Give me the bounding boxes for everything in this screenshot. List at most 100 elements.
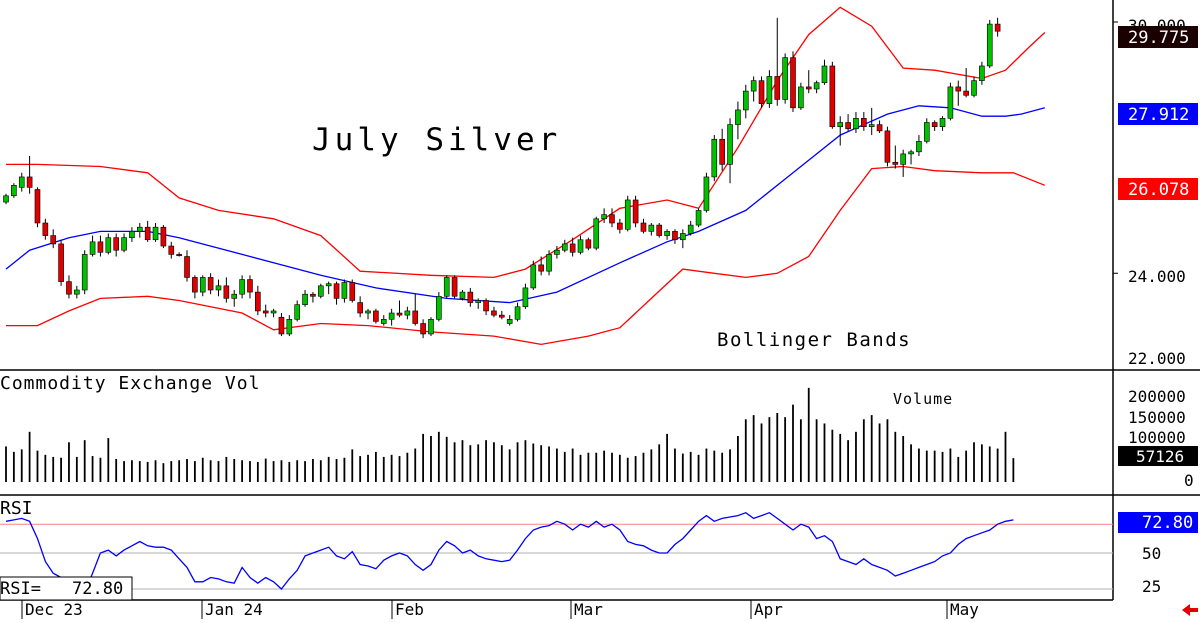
price-candle — [58, 239, 64, 286]
candle-body — [404, 310, 411, 316]
price-candle — [160, 225, 167, 249]
price-candle — [215, 279, 222, 297]
price-candle — [727, 118, 733, 184]
price-candle — [365, 308, 371, 320]
price-candle — [89, 235, 96, 257]
price-candle — [672, 229, 678, 244]
price-candle — [876, 120, 883, 133]
price-candle — [278, 313, 285, 337]
candle-body — [325, 283, 332, 287]
candle-body — [617, 222, 623, 230]
price-candle — [805, 70, 812, 94]
candle-body — [436, 295, 442, 320]
price-candle — [735, 101, 741, 140]
candle-body — [18, 176, 25, 188]
price-candle — [813, 80, 820, 94]
price-candle — [168, 241, 175, 259]
left-arrow-icon[interactable] — [1182, 604, 1198, 616]
price-candle — [199, 275, 206, 297]
candle-body — [341, 282, 348, 299]
candle-body — [50, 235, 57, 245]
candle-body — [947, 86, 954, 119]
candle-body — [11, 185, 17, 197]
candle-body — [255, 291, 261, 312]
price-candle — [349, 279, 356, 303]
upper-bollinger-band — [6, 6, 1046, 279]
price-candle — [11, 183, 17, 198]
price-candle — [750, 76, 757, 102]
candle-body — [986, 23, 993, 67]
price-candle — [561, 239, 568, 253]
candle-body — [923, 122, 930, 142]
candle-body — [876, 124, 883, 132]
candle-body — [585, 239, 592, 249]
rsi-readout-box — [0, 576, 133, 601]
volume-tick-label: 100000 — [1128, 428, 1186, 447]
price-candle — [81, 250, 88, 295]
price-candle — [617, 218, 623, 234]
candle-body — [26, 176, 33, 188]
candle-body — [782, 57, 788, 100]
price-candle — [302, 290, 308, 307]
candle-body — [798, 86, 804, 109]
price-candle — [113, 233, 119, 257]
candle-body — [554, 249, 560, 255]
rsi-reference-lines — [0, 523, 1113, 590]
price-candle — [136, 223, 143, 238]
rsi-line — [5, 511, 1014, 594]
candle-body — [176, 254, 182, 256]
x-axis-label: Dec 23 — [25, 600, 83, 619]
price-candle — [939, 116, 946, 131]
price-candle — [192, 275, 198, 299]
candle-body — [152, 226, 159, 241]
lower-band-value: 26.078 — [1128, 180, 1189, 200]
candle-body — [199, 277, 206, 293]
rsi-tick-label: 25 — [1142, 577, 1161, 596]
candle-body — [853, 118, 859, 130]
price-candle — [294, 300, 300, 322]
price-candle — [742, 84, 749, 119]
candle-body — [742, 90, 749, 111]
price-candle — [42, 218, 49, 240]
x-axis-label: Apr — [754, 600, 783, 619]
price-candle — [798, 82, 804, 110]
candle-body — [514, 306, 521, 320]
price-candle — [514, 302, 521, 322]
price-candle — [680, 229, 686, 249]
price-candle — [569, 237, 576, 257]
price-candle — [239, 275, 245, 299]
price-candle — [341, 279, 348, 303]
price-candle — [546, 250, 552, 276]
price-candle — [396, 300, 403, 318]
candle-body — [467, 291, 474, 303]
candle-body — [569, 243, 576, 253]
price-candle — [428, 317, 434, 337]
candle-body — [239, 279, 245, 295]
candle-body — [546, 254, 552, 272]
price-candle — [499, 310, 505, 320]
rsi-panel-title: RSI — [0, 498, 33, 519]
candle-body — [247, 279, 253, 293]
price-candle — [829, 61, 836, 129]
candle-body — [609, 214, 615, 224]
candle-body — [357, 302, 363, 314]
price-candle — [436, 292, 442, 322]
price-candle — [475, 298, 482, 309]
candle-body — [593, 218, 600, 249]
candle-body — [443, 277, 450, 297]
last-rsi-value: 72.80 — [1142, 513, 1193, 533]
price-candles — [3, 17, 1001, 339]
candle-body — [522, 287, 529, 308]
last-price-value: 29.775 — [1128, 28, 1189, 48]
candle-body — [506, 319, 513, 324]
candle-body — [695, 210, 702, 226]
candle-body — [530, 264, 537, 289]
candle-body — [931, 122, 938, 127]
candle-body — [97, 241, 104, 253]
price-tick-label: 24.000 — [1128, 267, 1186, 286]
price-candle — [443, 275, 450, 299]
price-candle — [184, 250, 190, 282]
price-candle — [648, 223, 655, 236]
candle-body — [703, 176, 710, 211]
candle-body — [687, 224, 694, 234]
